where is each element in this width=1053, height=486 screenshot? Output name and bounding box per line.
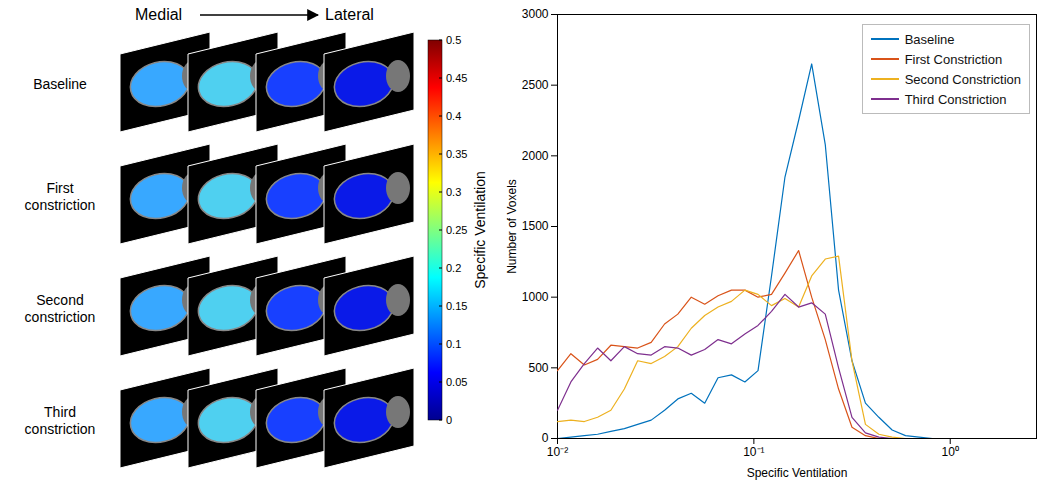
svg-text:1000: 1000 — [522, 290, 549, 304]
svg-text:0.05: 0.05 — [446, 376, 467, 388]
html-text:Third Constriction: Third Constriction — [904, 91, 1007, 107]
svg-text:0.15: 0.15 — [446, 300, 467, 312]
svg-text:Number of Voxels: Number of Voxels — [505, 179, 519, 274]
svg-text:0.5: 0.5 — [446, 34, 461, 46]
svg-text:Secondconstriction: Secondconstriction — [25, 292, 96, 325]
svg-text:10⁻²: 10⁻² — [547, 445, 568, 459]
svg-text:Medial: Medial — [135, 6, 182, 23]
svg-text:3000: 3000 — [522, 7, 549, 21]
html-text:Second Constriction: Second Constriction — [904, 71, 1021, 87]
svg-text:0.25: 0.25 — [446, 224, 467, 236]
svg-text:0: 0 — [446, 414, 452, 426]
svg-text:Thirdconstriction: Thirdconstriction — [25, 404, 96, 437]
svg-text:0.2: 0.2 — [446, 262, 461, 274]
svg-text:0.3: 0.3 — [446, 186, 461, 198]
svg-text:0.4: 0.4 — [446, 110, 461, 122]
svg-text:Firstconstriction: Firstconstriction — [25, 180, 96, 213]
html-text:Baseline: Baseline — [904, 31, 955, 47]
svg-text:2500: 2500 — [522, 78, 549, 92]
svg-text:10⁰: 10⁰ — [942, 445, 959, 459]
svg-text:Specific Ventilation: Specific Ventilation — [472, 171, 488, 289]
svg-text:500: 500 — [528, 361, 548, 375]
svg-text:0.45: 0.45 — [446, 72, 467, 84]
svg-text:Specific Ventilation: Specific Ventilation — [747, 466, 848, 480]
svg-text:0.1: 0.1 — [446, 338, 461, 350]
svg-text:Lateral: Lateral — [325, 6, 374, 23]
svg-text:0.35: 0.35 — [446, 148, 467, 160]
svg-text:2000: 2000 — [522, 149, 549, 163]
svg-text:Baseline: Baseline — [33, 76, 87, 92]
svg-text:10⁻¹: 10⁻¹ — [743, 445, 764, 459]
svg-text:0: 0 — [542, 431, 549, 445]
svg-text:1500: 1500 — [522, 219, 549, 233]
html-text:First Constriction: First Constriction — [904, 51, 1003, 67]
